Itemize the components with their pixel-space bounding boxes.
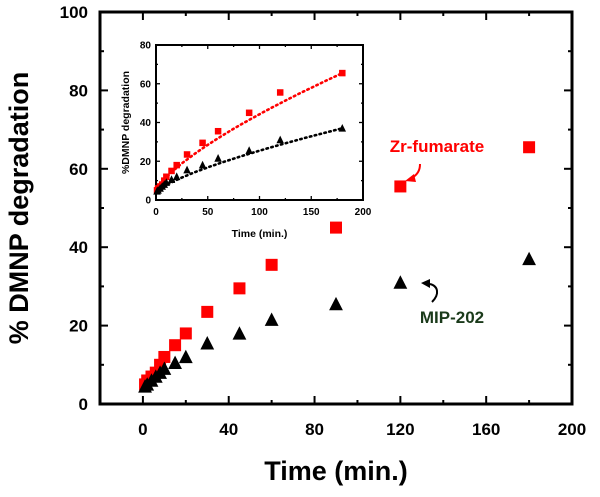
inset-plot: 0 50 100 150 200 0 20 40 60 80 Time (min.) %DMNP de… — [120, 41, 372, 241]
data-point-zr-fumarate — [173, 161, 180, 169]
data-point-zr-fumarate — [201, 305, 214, 318]
data-point-mip-202 — [393, 275, 408, 289]
annotation-arrow-mip-202 — [429, 283, 438, 303]
x-axis-label: Time (min.) — [264, 456, 408, 486]
data-point-zr-fumarate — [523, 141, 536, 154]
y-tick-label: 20 — [69, 317, 88, 336]
x-tick-label: 50 — [202, 207, 214, 218]
data-point-mip-202 — [157, 361, 172, 375]
y-tick-label: 100 — [60, 3, 88, 22]
data-point-mip-202 — [183, 165, 191, 174]
data-point-zr-fumarate — [163, 173, 170, 180]
fit-curve-zr-fumarate — [154, 71, 344, 194]
annotation-arrowhead-mip-202 — [421, 279, 430, 288]
data-point-mip-202 — [162, 178, 171, 186]
annotation-zr-fumarate: Zr-fumarate — [390, 137, 484, 156]
data-point-mip-202 — [167, 175, 176, 184]
x-tick-label: 80 — [305, 420, 324, 439]
data-point-zr-fumarate — [330, 221, 342, 234]
data-point-mip-202 — [245, 146, 253, 154]
data-point-mip-202 — [329, 296, 343, 311]
x-tick-label: 0 — [138, 420, 147, 439]
data-point-mip-202 — [168, 355, 182, 370]
x-axis-label: Time (min.) — [232, 228, 288, 240]
y-tick-label: 80 — [140, 41, 152, 52]
data-point-zr-fumarate — [245, 109, 253, 117]
data-point-mip-202 — [276, 135, 284, 144]
y-axis-label: % DMNP degradation — [4, 72, 34, 345]
data-point-zr-fumarate — [339, 69, 346, 77]
data-point-zr-fumarate — [214, 127, 222, 135]
data-point-mip-202 — [214, 153, 222, 162]
y-tick-label: 0 — [145, 196, 151, 207]
data-point-mip-202 — [522, 251, 536, 266]
x-tick-label: 40 — [219, 420, 238, 439]
x-tick-label: 150 — [303, 207, 320, 218]
data-point-zr-fumarate — [199, 139, 206, 147]
data-point-zr-fumarate — [168, 167, 175, 175]
data-point-mip-202 — [198, 160, 207, 169]
data-point-mip-202 — [264, 312, 279, 326]
y-tick-label: 60 — [140, 79, 152, 90]
y-tick-label: 80 — [69, 81, 88, 100]
y-tick-label: 40 — [140, 118, 152, 129]
y-tick-label: 0 — [79, 395, 88, 414]
data-point-zr-fumarate — [169, 339, 182, 352]
y-axis-label: %DMNP degradation — [120, 71, 132, 174]
x-tick-label: 120 — [386, 420, 414, 439]
data-point-zr-fumarate — [265, 258, 278, 271]
annotation-mip-202: MIP-202 — [420, 308, 484, 327]
annotation-arrowhead-zr-fumarate — [405, 174, 416, 182]
data-point-zr-fumarate — [183, 151, 191, 158]
y-tick-label: 60 — [69, 160, 88, 179]
data-point-mip-202 — [232, 326, 247, 340]
data-point-mip-202 — [178, 349, 193, 364]
x-tick-label: 160 — [472, 420, 500, 439]
data-point-zr-fumarate — [179, 327, 192, 340]
x-tick-label: 100 — [251, 207, 268, 218]
x-tick-label: 200 — [355, 207, 372, 218]
data-point-zr-fumarate — [276, 89, 284, 96]
x-tick-label: 0 — [153, 207, 159, 218]
y-tick-label: 20 — [140, 157, 152, 168]
data-point-mip-202 — [200, 336, 215, 350]
data-point-zr-fumarate — [394, 180, 407, 193]
data-point-mip-202 — [338, 123, 347, 132]
data-point-mip-202 — [172, 172, 181, 181]
data-point-zr-fumarate — [233, 282, 246, 295]
data-point-zr-fumarate — [158, 350, 171, 363]
y-tick-label: 40 — [69, 238, 88, 257]
x-tick-label: 200 — [558, 420, 586, 439]
